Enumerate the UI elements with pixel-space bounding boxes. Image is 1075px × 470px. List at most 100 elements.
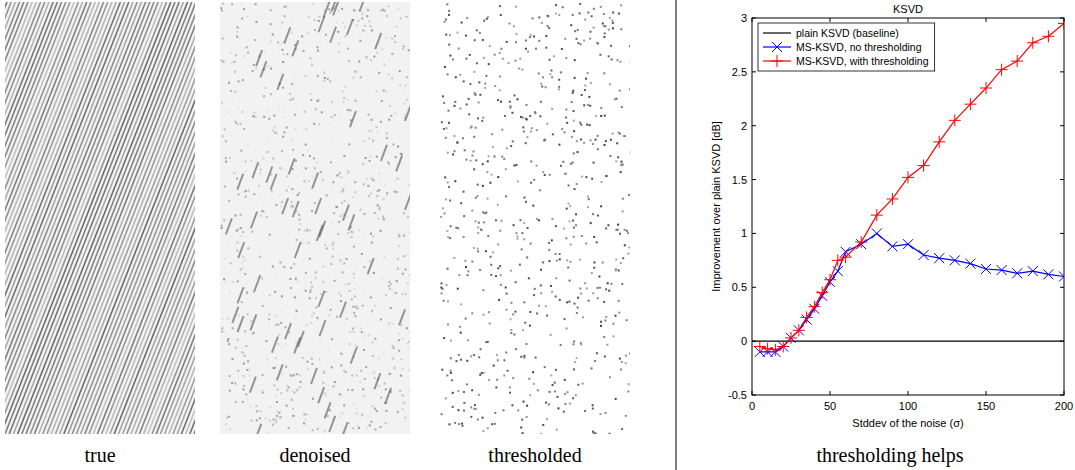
threshold-dot xyxy=(530,182,532,184)
noise-dot xyxy=(355,100,357,102)
threshold-dot xyxy=(471,155,473,157)
threshold-dot xyxy=(580,293,582,295)
noise-dot xyxy=(238,193,240,195)
threshold-dot xyxy=(523,222,525,224)
noise-dot xyxy=(322,382,324,384)
blob xyxy=(405,105,410,121)
threshold-dot xyxy=(610,283,612,285)
threshold-dot xyxy=(482,211,484,213)
noise-dot xyxy=(240,150,242,152)
noise-dot xyxy=(371,119,373,121)
threshold-dot xyxy=(458,354,460,356)
noise-dot xyxy=(344,26,346,28)
stripe xyxy=(72,2,195,434)
blob xyxy=(237,287,243,303)
threshold-dot xyxy=(564,131,566,133)
blob xyxy=(325,402,331,418)
noise-dot xyxy=(358,427,360,429)
threshold-dot xyxy=(478,394,480,396)
legend-marker xyxy=(772,42,782,52)
threshold-dot xyxy=(560,71,562,73)
marker-stroke xyxy=(1032,37,1033,49)
noise-dot xyxy=(351,375,353,377)
marker-stroke xyxy=(1043,269,1053,279)
x-tick-top xyxy=(830,18,831,22)
threshold-dot xyxy=(566,328,568,330)
noise-dot xyxy=(239,123,241,125)
threshold-dot xyxy=(546,123,548,125)
noise-dot xyxy=(361,11,363,13)
noise-dot xyxy=(273,383,275,385)
threshold-dot xyxy=(477,232,479,234)
marker-stroke xyxy=(783,341,784,353)
threshold-dot xyxy=(551,218,553,220)
noise-dot xyxy=(272,158,274,160)
noise-dot xyxy=(354,191,356,193)
noise-dot xyxy=(262,157,264,159)
series-marker xyxy=(903,239,913,249)
threshold-dot xyxy=(592,431,594,433)
noise-dot xyxy=(351,298,353,300)
threshold-dot xyxy=(587,12,589,14)
threshold-dot xyxy=(527,51,529,53)
noise-dot xyxy=(332,137,334,139)
threshold-dot xyxy=(572,343,574,345)
series-line xyxy=(760,23,1064,349)
noise-dot xyxy=(304,419,306,421)
noise-dot xyxy=(365,366,367,368)
noise-dot xyxy=(324,244,326,246)
series-marker xyxy=(1043,269,1053,279)
noise-dot xyxy=(304,179,306,181)
series-marker xyxy=(808,301,820,313)
noise-dot xyxy=(281,22,283,24)
marker-stroke xyxy=(892,193,893,205)
noise-dot xyxy=(311,61,313,63)
threshold-dot xyxy=(611,58,613,60)
noise-dot xyxy=(286,405,288,407)
noise-dot xyxy=(244,273,246,275)
series-marker xyxy=(980,82,992,94)
noise-dot xyxy=(402,368,404,370)
noise-dot xyxy=(276,133,278,135)
noise-dot xyxy=(342,190,344,192)
threshold-dot xyxy=(485,250,487,252)
noise-dot xyxy=(361,253,363,255)
noise-dot xyxy=(286,53,288,55)
threshold-dot xyxy=(465,159,467,161)
noise-dot xyxy=(246,293,248,295)
threshold-dot xyxy=(626,230,628,232)
noise-dot xyxy=(390,115,392,117)
threshold-dot xyxy=(627,232,629,234)
threshold-dot xyxy=(445,19,447,21)
threshold-dot xyxy=(576,140,578,142)
blob xyxy=(312,173,318,189)
threshold-dot xyxy=(510,318,512,320)
noise-dot xyxy=(333,385,335,387)
noise-dot xyxy=(241,120,243,122)
threshold-dot xyxy=(563,411,565,413)
noise-dot xyxy=(253,112,255,114)
threshold-dot xyxy=(499,230,501,232)
threshold-dot xyxy=(450,357,452,359)
threshold-dot xyxy=(589,38,591,40)
threshold-dot xyxy=(450,372,452,374)
threshold-dot xyxy=(612,323,614,325)
noise-dot xyxy=(380,230,382,232)
noise-dot xyxy=(291,399,293,401)
blob xyxy=(348,214,354,230)
noise-dot xyxy=(237,26,239,28)
noise-dot xyxy=(385,410,387,412)
noise-dot xyxy=(406,76,408,78)
noise-dot xyxy=(240,3,242,5)
threshold-dot xyxy=(599,54,601,56)
noise-dot xyxy=(370,360,372,362)
threshold-dot xyxy=(587,206,589,208)
threshold-dot xyxy=(564,173,566,175)
noise-dot xyxy=(270,41,272,43)
threshold-dot xyxy=(625,362,627,364)
noise-dot xyxy=(298,219,300,221)
noise-dot xyxy=(221,331,223,333)
chart-caption: thresholding helps xyxy=(816,444,963,467)
noise-dot xyxy=(236,177,238,179)
noise-dot xyxy=(236,242,238,244)
